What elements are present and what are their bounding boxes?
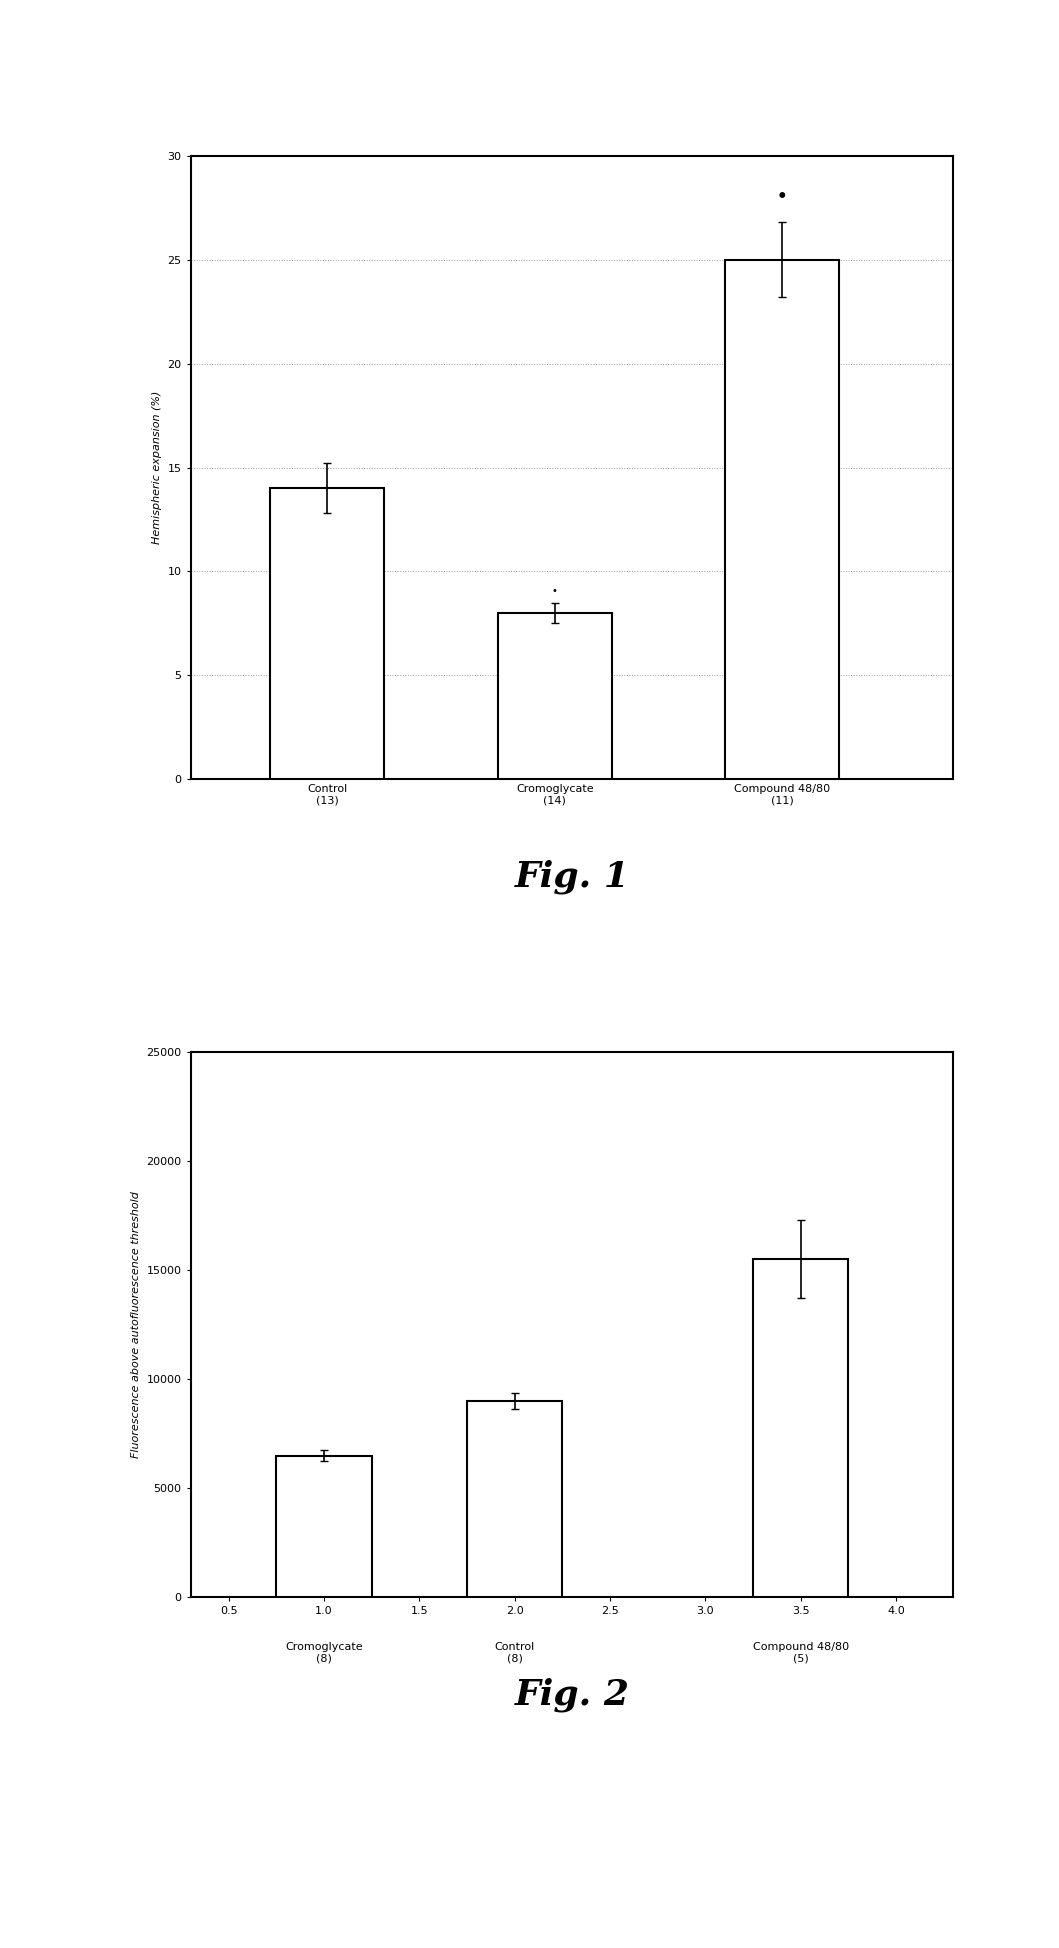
Bar xyxy=(498,614,612,779)
Text: Fig. 1: Fig. 1 xyxy=(515,859,629,894)
Bar xyxy=(725,259,840,779)
Text: Control
(8): Control (8) xyxy=(495,1642,535,1664)
Bar xyxy=(753,1258,848,1597)
Y-axis label: Fluorescence above autofluorescence threshold: Fluorescence above autofluorescence thre… xyxy=(131,1192,141,1457)
Text: Fig. 2: Fig. 2 xyxy=(515,1677,629,1712)
Text: •: • xyxy=(552,586,558,596)
Bar xyxy=(270,489,384,779)
Text: Compound 48/80
(5): Compound 48/80 (5) xyxy=(753,1642,848,1664)
Bar xyxy=(467,1401,562,1597)
Text: Cromoglycate
(8): Cromoglycate (8) xyxy=(285,1642,363,1664)
Text: •: • xyxy=(777,187,788,206)
Bar xyxy=(276,1455,372,1597)
Y-axis label: Hemispheric expansion (%): Hemispheric expansion (%) xyxy=(151,392,162,543)
